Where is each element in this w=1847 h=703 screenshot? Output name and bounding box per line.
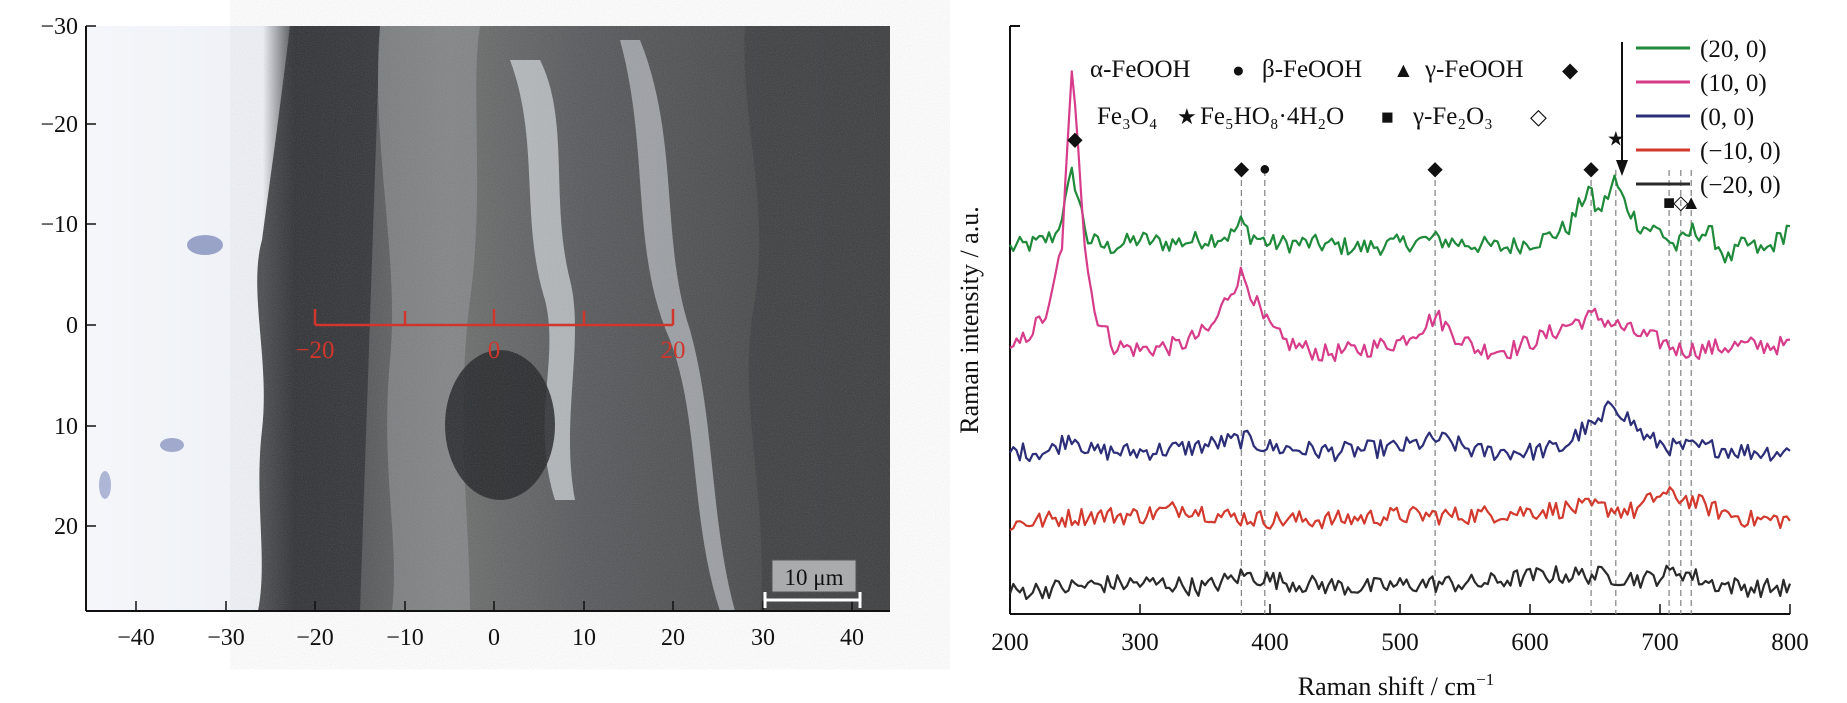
peak-marker: ◆ <box>1583 158 1599 180</box>
phase-key-alpha-symbol: ● <box>1232 58 1245 82</box>
peak-marker: ▲ <box>1681 192 1701 214</box>
micro-x-tick-label: 20 <box>661 625 685 651</box>
legend-label: (10, 0) <box>1700 70 1767 97</box>
raman-x-tick-label: 500 <box>1381 629 1419 656</box>
micrograph-image <box>86 26 890 611</box>
peak-markers: ◆ ◆ ● ◆ ◆ ★ ■◇▲ <box>1067 128 1701 214</box>
peak-marker: ★ <box>1607 128 1625 150</box>
legend: (20, 0) (10, 0) (0, 0) (−10, 0) (−20, 0) <box>1616 36 1781 199</box>
micrograph-panel: −40 −30 −20 −10 0 10 20 30 40 −30 −20 −1… <box>40 14 890 651</box>
micro-x-tick-label: 10 <box>572 625 596 651</box>
micro-y-tick-label: 0 <box>66 313 78 339</box>
raman-x-axis-label: Raman shift / cm−1 <box>1298 670 1494 701</box>
scale-bar: 10 μm <box>763 559 862 608</box>
scan-line-label-start: −20 <box>295 337 334 364</box>
peak-guide-lines <box>1240 170 1692 614</box>
micro-x-tick-label: −40 <box>117 625 155 651</box>
raman-x-tick-500: 500 <box>1381 604 1419 656</box>
micro-x-tick-label: −30 <box>207 625 245 651</box>
series-line-4 <box>1008 564 1792 601</box>
micro-y-tick-5: 20 <box>54 514 96 540</box>
raman-x-tick-200: 200 <box>991 604 1029 656</box>
micro-y-tick-label: −20 <box>40 112 78 138</box>
scan-line-label-end: 20 <box>661 337 686 364</box>
micro-y-tick-label: 20 <box>54 514 78 540</box>
raman-x-tick-label: 600 <box>1511 629 1549 656</box>
raman-y-axis-label: Raman intensity / a.u. <box>955 206 984 433</box>
micro-x-tick-label: −10 <box>386 625 424 651</box>
micro-y-tick-label: −30 <box>40 14 78 40</box>
series-line-0 <box>1009 166 1791 264</box>
peak-marker: ◇ <box>1673 192 1689 214</box>
micro-y-tick-label: 10 <box>54 414 78 440</box>
legend-label: (−10, 0) <box>1700 138 1781 165</box>
raman-x-tick-label: 800 <box>1771 629 1809 656</box>
micro-x-tick-4: 0 <box>488 601 500 651</box>
micro-x-tick-label: −20 <box>296 625 334 651</box>
raman-x-tick-600: 600 <box>1511 604 1549 656</box>
scan-line-label-mid: 0 <box>488 337 501 364</box>
raman-x-ticks: 200 300 400 500 600 700 800 <box>991 604 1809 656</box>
micro-x-tick-0: −40 <box>117 601 155 651</box>
raman-series <box>1008 70 1792 601</box>
phase-key-ferrihydrite-label: Fe₅HO₈·4H₂O <box>1200 103 1344 130</box>
legend-item-3: (−10, 0) <box>1636 138 1781 165</box>
micro-y-tick-label: −10 <box>40 212 78 238</box>
peak-marker: ◆ <box>1427 158 1443 180</box>
micro-x-tick-3: −10 <box>386 601 424 651</box>
raman-x-tick-700: 700 <box>1641 604 1679 656</box>
micro-x-tick-label: 30 <box>751 625 775 651</box>
raman-x-tick-800: 800 <box>1771 604 1809 656</box>
legend-item-4: (−20, 0) <box>1636 172 1781 199</box>
micro-x-tick-label: 40 <box>840 625 864 651</box>
peak-marker: ● <box>1259 158 1271 180</box>
legend-label: (0, 0) <box>1700 104 1754 131</box>
raman-x-tick-label: 300 <box>1121 629 1159 656</box>
micro-y-tick-3: 0 <box>66 313 96 339</box>
phase-key-maghemite-label: γ-Fe₂O₃ <box>1412 103 1493 130</box>
raman-x-tick-300: 300 <box>1121 604 1159 656</box>
raman-x-tick-400: 400 <box>1251 604 1289 656</box>
micro-x-tick-2: −20 <box>296 601 334 651</box>
phase-key-ferrihydrite-symbol: ■ <box>1381 105 1394 129</box>
series-line-2 <box>1009 400 1791 463</box>
legend-item-1: (10, 0) <box>1636 70 1767 97</box>
raman-x-tick-label: 200 <box>991 629 1029 656</box>
series-line-3 <box>1009 486 1791 532</box>
raman-x-tick-label: 400 <box>1251 629 1289 656</box>
micro-x-tick-1: −30 <box>207 601 245 651</box>
micro-x-tick-7: 30 <box>751 601 775 651</box>
raman-x-tick-label: 700 <box>1641 629 1679 656</box>
micro-y-tick-0: −30 <box>40 14 96 40</box>
legend-arrow-head <box>1616 160 1628 176</box>
micro-y-tick-1: −20 <box>40 112 96 138</box>
phase-key-maghemite-symbol: ◇ <box>1530 104 1547 129</box>
micro-x-tick-5: 10 <box>572 601 596 651</box>
micro-x-tick-label: 0 <box>488 625 500 651</box>
legend-item-0: (20, 0) <box>1636 36 1767 63</box>
phase-key: α-FeOOH ● β-FeOOH ▲ γ-FeOOH ◆ Fe₃O₄ ★ Fe… <box>1090 56 1579 130</box>
phase-key-gamma-label: γ-FeOOH <box>1424 56 1524 83</box>
legend-label: (20, 0) <box>1700 36 1767 63</box>
phase-key-magnetite-symbol: ★ <box>1177 104 1197 129</box>
raman-chart: 200 300 400 500 600 700 800 ◆◆ ● ◆ ◆★■◇▲ Raman sh… <box>955 25 1809 701</box>
scale-bar-label: 10 μm <box>785 565 844 590</box>
phase-key-gamma-symbol: ◆ <box>1562 58 1579 82</box>
micro-y-tick-4: 10 <box>54 414 96 440</box>
peak-marker: ■ <box>1663 192 1675 214</box>
phase-key-beta-label: β-FeOOH <box>1262 56 1362 83</box>
micro-y-tick-2: −10 <box>40 212 96 238</box>
micro-x-tick-8: 40 <box>840 601 864 651</box>
peak-marker: ◆ <box>1234 158 1250 180</box>
peak-marker: ◆ <box>1067 128 1083 150</box>
series-line-1 <box>1009 70 1791 362</box>
phase-key-alpha-label: α-FeOOH <box>1090 56 1191 83</box>
legend-item-2: (0, 0) <box>1636 104 1754 131</box>
scan-line <box>313 309 675 327</box>
micro-x-tick-6: 20 <box>661 601 685 651</box>
phase-key-beta-symbol: ▲ <box>1393 58 1414 82</box>
legend-label: (−20, 0) <box>1700 172 1781 199</box>
phase-key-magnetite-label: Fe₃O₄ <box>1097 103 1158 130</box>
